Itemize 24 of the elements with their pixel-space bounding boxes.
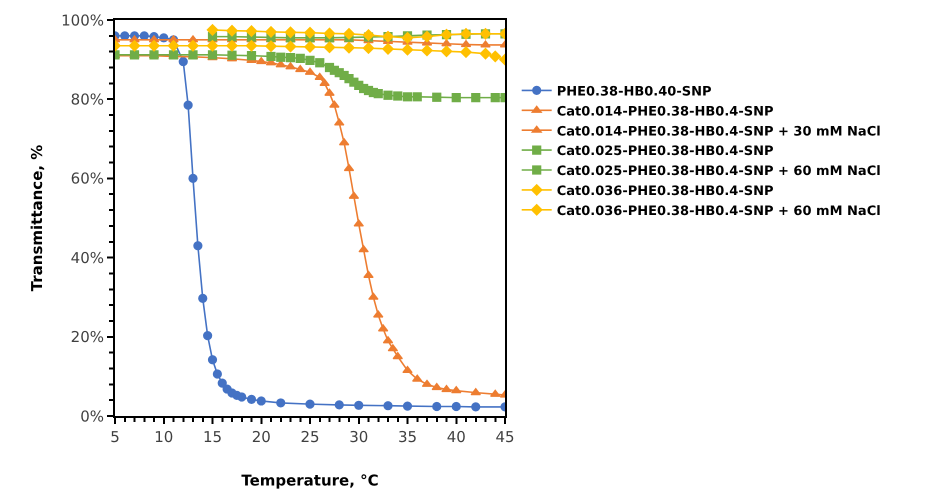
y-tick-label: 20%: [70, 328, 104, 346]
y-tick-label: 80%: [70, 90, 104, 108]
x-tick-label: 45: [495, 428, 515, 446]
y-tick-label: 100%: [61, 11, 104, 30]
legend-label: PHE0.38-HB0.40-SNP: [556, 84, 712, 100]
x-tick-label: 5: [110, 428, 120, 446]
x-tick-label: 35: [398, 428, 418, 446]
x-tick-label: 25: [300, 428, 320, 446]
x-axis-title: Temperature, °C: [241, 472, 379, 490]
legend-label: Cat0.014-PHE0.38-HB0.4-SNP: [556, 104, 774, 120]
legend-label: Cat0.025-PHE0.38-HB0.4-SNP: [556, 144, 774, 160]
x-tick-label: 30: [349, 428, 368, 446]
x-tick-label: 20: [252, 428, 271, 446]
y-tick-label: 40%: [70, 248, 104, 267]
legend-label: Cat0.025-PHE0.38-HB0.4-SNP + 60 mM NaCl: [556, 164, 881, 180]
x-tick-label: 10: [154, 428, 174, 446]
x-tick-label: 40: [446, 428, 466, 446]
legend-label: Cat0.036-PHE0.38-HB0.4-SNP + 60 mM NaCl: [556, 204, 881, 219]
y-axis-title: Transmittance, %: [28, 144, 46, 292]
y-tick-label: 0%: [80, 407, 104, 426]
y-tick-label: 60%: [70, 170, 104, 188]
legend-label: Cat0.036-PHE0.38-HB0.4-SNP: [556, 184, 774, 199]
x-tick-label: 15: [202, 428, 222, 446]
legend-label: Cat0.014-PHE0.38-HB0.4-SNP + 30 mM NaCl: [556, 124, 881, 140]
